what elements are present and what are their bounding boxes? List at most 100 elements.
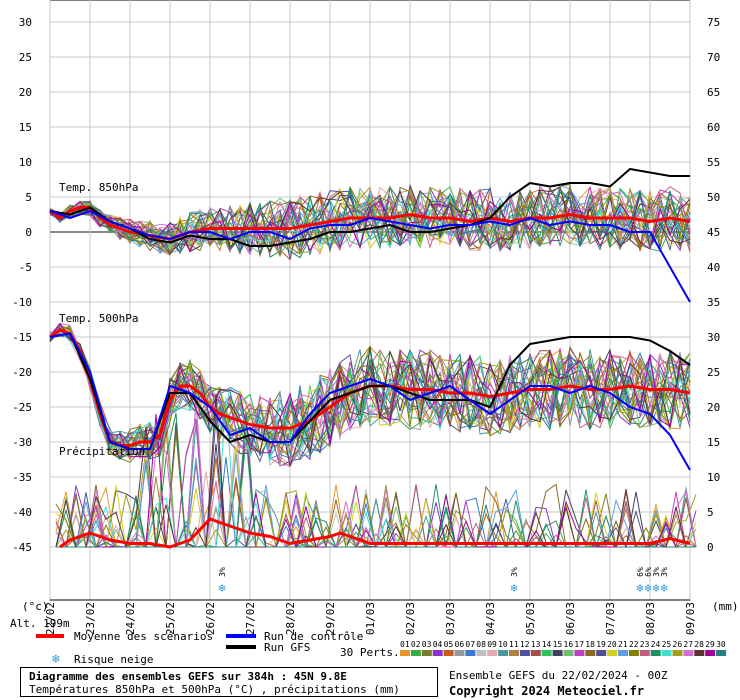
x-tick-label: 09/03 xyxy=(684,602,697,635)
right-tick-label: 50 xyxy=(707,191,720,204)
perturbation-legend-swatch xyxy=(498,650,509,656)
x-tick-label: 08/03 xyxy=(644,602,657,635)
perturbation-legend-label: 28 xyxy=(694,640,704,649)
snowflake-icon: ❄ xyxy=(52,652,60,667)
perturbation-legend-label: 03 xyxy=(422,640,432,649)
legend-gfs-swatch xyxy=(226,645,256,649)
right-tick-label: 10 xyxy=(707,471,720,484)
x-tick-label: 28/02 xyxy=(284,602,297,635)
perturbation-legend-swatch xyxy=(487,650,498,656)
perturbation-legend-label: 24 xyxy=(651,640,661,649)
right-tick-label: 35 xyxy=(707,296,720,309)
panel-label: Temp. 500hPa xyxy=(59,312,138,325)
left-tick-label: -25 xyxy=(12,401,32,414)
snow-risk-percent: 3% xyxy=(218,567,227,577)
perturbation-legend-swatch xyxy=(530,650,541,656)
perturbation-850-line xyxy=(49,185,691,254)
left-tick-label: 25 xyxy=(19,51,32,64)
x-tick-label: 29/02 xyxy=(324,602,337,635)
series-line xyxy=(59,517,691,549)
perturbation-legend-label: 20 xyxy=(607,640,617,649)
perturbation-legend-label: 16 xyxy=(564,640,574,649)
perturbation-legend-label: 09 xyxy=(487,640,497,649)
perturbation-legend-label: 10 xyxy=(498,640,508,649)
x-tick-label: 27/02 xyxy=(244,602,257,635)
left-tick-label: -40 xyxy=(12,506,32,519)
snowflake-icon: ❄ xyxy=(652,581,659,595)
right-tick-label: 65 xyxy=(707,86,720,99)
chart-grid xyxy=(49,0,691,601)
left-tick-label: -45 xyxy=(12,541,32,554)
left-tick-label: -20 xyxy=(12,366,32,379)
panel-label: Temp. 850hPa xyxy=(59,181,138,194)
perturbation-legend-swatch xyxy=(716,650,727,656)
snow-risk-percent: 6% xyxy=(644,567,653,577)
series-line xyxy=(49,210,691,303)
perturbation-legend-swatch xyxy=(618,650,628,656)
perturbation-500-line xyxy=(49,326,691,457)
left-tick-label: -10 xyxy=(12,296,32,309)
perturbation-legend-swatch xyxy=(400,650,410,656)
perturbation-legend-swatch xyxy=(541,650,552,656)
right-tick-label: 0 xyxy=(707,541,714,554)
highlight-series xyxy=(49,168,691,549)
panel-labels: Temp. 850hPa Temp. 500hPa Précipitation xyxy=(59,181,145,458)
snowflake-icon: ❄ xyxy=(218,581,225,595)
x-tick-label: 06/03 xyxy=(564,602,577,635)
right-tick-label: 60 xyxy=(707,121,720,134)
perturbation-legend-swatch xyxy=(519,650,530,656)
perturbation-legend-label: 11 xyxy=(509,640,519,649)
right-tick-label: 75 xyxy=(707,16,720,29)
perturbation-850-line xyxy=(49,188,691,254)
perturbation-legend-swatch xyxy=(509,650,519,656)
snowflake-icon: ❄ xyxy=(660,581,667,595)
perturbations-label: 30 Perts. xyxy=(340,646,400,659)
left-tick-label: -35 xyxy=(12,471,32,484)
legend-snow-label: Risque neige xyxy=(74,653,154,666)
perturbation-legend-label: 23 xyxy=(640,640,650,649)
left-tick-label: 15 xyxy=(19,121,32,134)
left-tick-label: 0 xyxy=(25,226,32,239)
perturbation-legend-swatch xyxy=(694,650,705,656)
x-tick-label: 04/03 xyxy=(484,602,497,635)
chart-title: Diagramme des ensembles GEFS sur 384h : … xyxy=(29,670,347,683)
perturbation-legend-swatch xyxy=(443,650,454,656)
perturbation-legend-label: 15 xyxy=(553,640,563,649)
x-tick-label: 22/02 xyxy=(44,602,57,635)
right-tick-label: 45 xyxy=(707,226,720,239)
perturbation-legend-label: 02 xyxy=(411,640,421,649)
perturbation-legend-label: 01 xyxy=(400,640,410,649)
x-tick-label: 07/03 xyxy=(604,602,617,635)
snow-risk-markers: 3%❄3%❄6%❄6%❄3%❄3%❄ xyxy=(218,567,669,595)
perturbation-legend-label: 30 xyxy=(716,640,726,649)
perturbation-500-line xyxy=(49,322,691,458)
perturbation-850-line xyxy=(49,186,691,255)
x-tick-label: 05/03 xyxy=(524,602,537,635)
copyright: Copyright 2024 Meteociel.fr xyxy=(449,684,645,698)
right-tick-label: 70 xyxy=(707,51,720,64)
x-tick-label: 03/03 xyxy=(444,602,457,635)
perturbation-legend-swatch xyxy=(552,650,563,656)
right-tick-label: 20 xyxy=(707,401,720,414)
right-tick-label: 55 xyxy=(707,156,720,169)
left-tick-label: 5 xyxy=(25,191,32,204)
perturbation-legend-swatch xyxy=(607,650,618,656)
perturbation-legend-swatch xyxy=(421,650,432,656)
ensemble-run-label: Ensemble GEFS du 22/02/2024 - 00Z xyxy=(449,669,668,682)
series-line xyxy=(49,206,691,241)
perturbation-legend-label: 07 xyxy=(465,640,475,649)
perturbation-legend-swatch xyxy=(563,650,574,656)
right-tick-label: 25 xyxy=(707,366,720,379)
perturbation-legend-swatch xyxy=(628,650,639,656)
perturbation-500-line xyxy=(49,326,691,459)
perturbation-legend-label: 12 xyxy=(520,640,530,649)
left-tick-label: -15 xyxy=(12,331,32,344)
altitude-label: Alt. 199m xyxy=(10,617,70,630)
left-tick-label: -30 xyxy=(12,436,32,449)
x-tick-label: 24/02 xyxy=(124,602,137,635)
legend-control-swatch xyxy=(226,634,256,638)
perturbation-legend: 01 02 03 04 05 06 07 08 09 10 11 12 13 14 15 16 17 18 19 20… xyxy=(400,640,727,656)
legend-control-label: Run de contrôle xyxy=(264,630,364,643)
perturbation-legend-label: 05 xyxy=(444,640,454,649)
